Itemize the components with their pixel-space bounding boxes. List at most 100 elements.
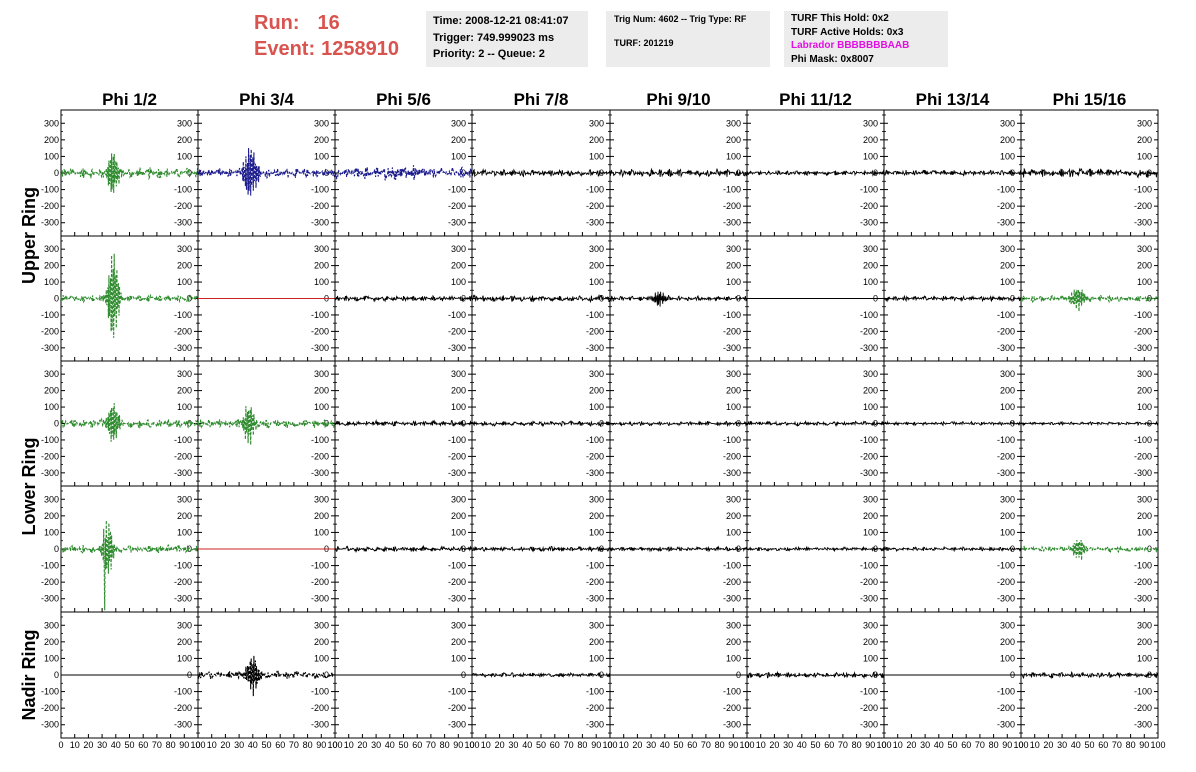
y-tick-label: 300 xyxy=(44,620,59,630)
x-tick-label: 80 xyxy=(303,740,313,750)
x-tick-label: 90 xyxy=(591,740,601,750)
y-tick-label: 100 xyxy=(177,402,192,412)
x-tick-label: 0 xyxy=(469,740,474,750)
x-tick-label: 70 xyxy=(152,740,162,750)
y-tick-label: -100 xyxy=(311,561,329,571)
y-tick-label: 200 xyxy=(314,261,329,271)
y-tick-label: -100 xyxy=(586,310,604,320)
waveform-trace xyxy=(1020,539,1159,561)
y-tick-label: 300 xyxy=(1137,244,1152,254)
y-tick-label: -300 xyxy=(860,218,878,228)
y-tick-label: -100 xyxy=(586,435,604,445)
y-tick-label: 200 xyxy=(863,261,878,271)
y-tick-label: -100 xyxy=(723,310,741,320)
turf-hold-text: TURF This Hold: 0x2 xyxy=(791,13,889,24)
y-tick-label: 100 xyxy=(314,151,329,161)
y-tick-label: 300 xyxy=(589,494,604,504)
x-tick-label: 0 xyxy=(332,740,337,750)
x-tick-label: 10 xyxy=(1030,740,1040,750)
x-tick-label: 60 xyxy=(138,740,148,750)
y-tick-label: 300 xyxy=(314,244,329,254)
y-tick-label: -200 xyxy=(723,577,741,587)
y-tick-label: -100 xyxy=(1134,561,1152,571)
y-tick-label: 100 xyxy=(1000,653,1015,663)
y-tick-label: -200 xyxy=(174,326,192,336)
y-tick-label: -200 xyxy=(1134,703,1152,713)
y-tick-label: 300 xyxy=(177,369,192,379)
y-tick-label: 300 xyxy=(177,620,192,630)
x-tick-label: 100 xyxy=(1150,740,1165,750)
y-tick-label: -300 xyxy=(586,468,604,478)
y-tick-label: -200 xyxy=(997,451,1015,461)
waveform-trace xyxy=(61,153,199,193)
y-tick-label: -300 xyxy=(723,720,741,730)
y-tick-label: -200 xyxy=(723,451,741,461)
y-tick-label: -100 xyxy=(174,435,192,445)
y-tick-label: -200 xyxy=(586,201,604,211)
row-label: Upper Ring xyxy=(19,187,39,284)
y-tick-label: 100 xyxy=(44,151,59,161)
y-tick-label: 200 xyxy=(451,511,466,521)
y-tick-label: 300 xyxy=(44,369,59,379)
y-tick-label: 100 xyxy=(1000,277,1015,287)
y-tick-label: -300 xyxy=(586,218,604,228)
y-tick-label: 200 xyxy=(314,511,329,521)
y-tick-label: -100 xyxy=(41,185,59,195)
x-tick-label: 70 xyxy=(838,740,848,750)
y-tick-label: 100 xyxy=(1137,527,1152,537)
y-tick-label: 100 xyxy=(44,402,59,412)
y-tick-label: -200 xyxy=(41,326,59,336)
x-tick-label: 60 xyxy=(412,740,422,750)
y-tick-label: 200 xyxy=(589,511,604,521)
y-tick-label: -300 xyxy=(448,468,466,478)
x-tick-label: 20 xyxy=(632,740,642,750)
y-tick-label: -200 xyxy=(1134,201,1152,211)
y-tick-label: 300 xyxy=(1137,369,1152,379)
y-tick-label: 100 xyxy=(726,277,741,287)
y-tick-label: -200 xyxy=(311,326,329,336)
y-tick-label: 100 xyxy=(177,653,192,663)
y-tick-label: 300 xyxy=(589,620,604,630)
y-tick-label: 200 xyxy=(589,261,604,271)
x-tick-label: 100 xyxy=(739,740,754,750)
turf-info-panel: TURF This Hold: 0x2 TURF Active Holds: 0… xyxy=(784,11,948,67)
y-tick-label: 200 xyxy=(44,637,59,647)
x-tick-label: 20 xyxy=(906,740,916,750)
y-tick-label: -300 xyxy=(41,594,59,604)
y-tick-label: -100 xyxy=(1134,185,1152,195)
y-tick-label: -100 xyxy=(860,561,878,571)
y-tick-label: -300 xyxy=(997,594,1015,604)
x-tick-label: 90 xyxy=(865,740,875,750)
y-tick-label: -200 xyxy=(586,326,604,336)
y-tick-label: -300 xyxy=(174,720,192,730)
y-tick-label: 300 xyxy=(1000,118,1015,128)
x-tick-label: 90 xyxy=(453,740,463,750)
y-tick-label: 100 xyxy=(1137,402,1152,412)
x-tick-label: 70 xyxy=(564,740,574,750)
y-tick-label: 200 xyxy=(44,386,59,396)
x-tick-label: 100 xyxy=(602,740,617,750)
y-tick-label: 200 xyxy=(451,135,466,145)
y-tick-label: -100 xyxy=(1134,687,1152,697)
y-tick-label: -100 xyxy=(41,435,59,445)
x-tick-label: 70 xyxy=(975,740,985,750)
y-tick-label: 200 xyxy=(589,386,604,396)
y-tick-label: 200 xyxy=(1000,637,1015,647)
y-tick-label: 0 xyxy=(54,419,59,429)
y-tick-label: 100 xyxy=(451,277,466,287)
column-title: Phi 1/2 xyxy=(102,90,157,109)
y-tick-label: 0 xyxy=(54,294,59,304)
y-tick-label: 300 xyxy=(863,118,878,128)
y-tick-label: 200 xyxy=(177,386,192,396)
y-tick-label: 100 xyxy=(863,402,878,412)
x-tick-label: 100 xyxy=(464,740,479,750)
x-tick-label: 30 xyxy=(508,740,518,750)
